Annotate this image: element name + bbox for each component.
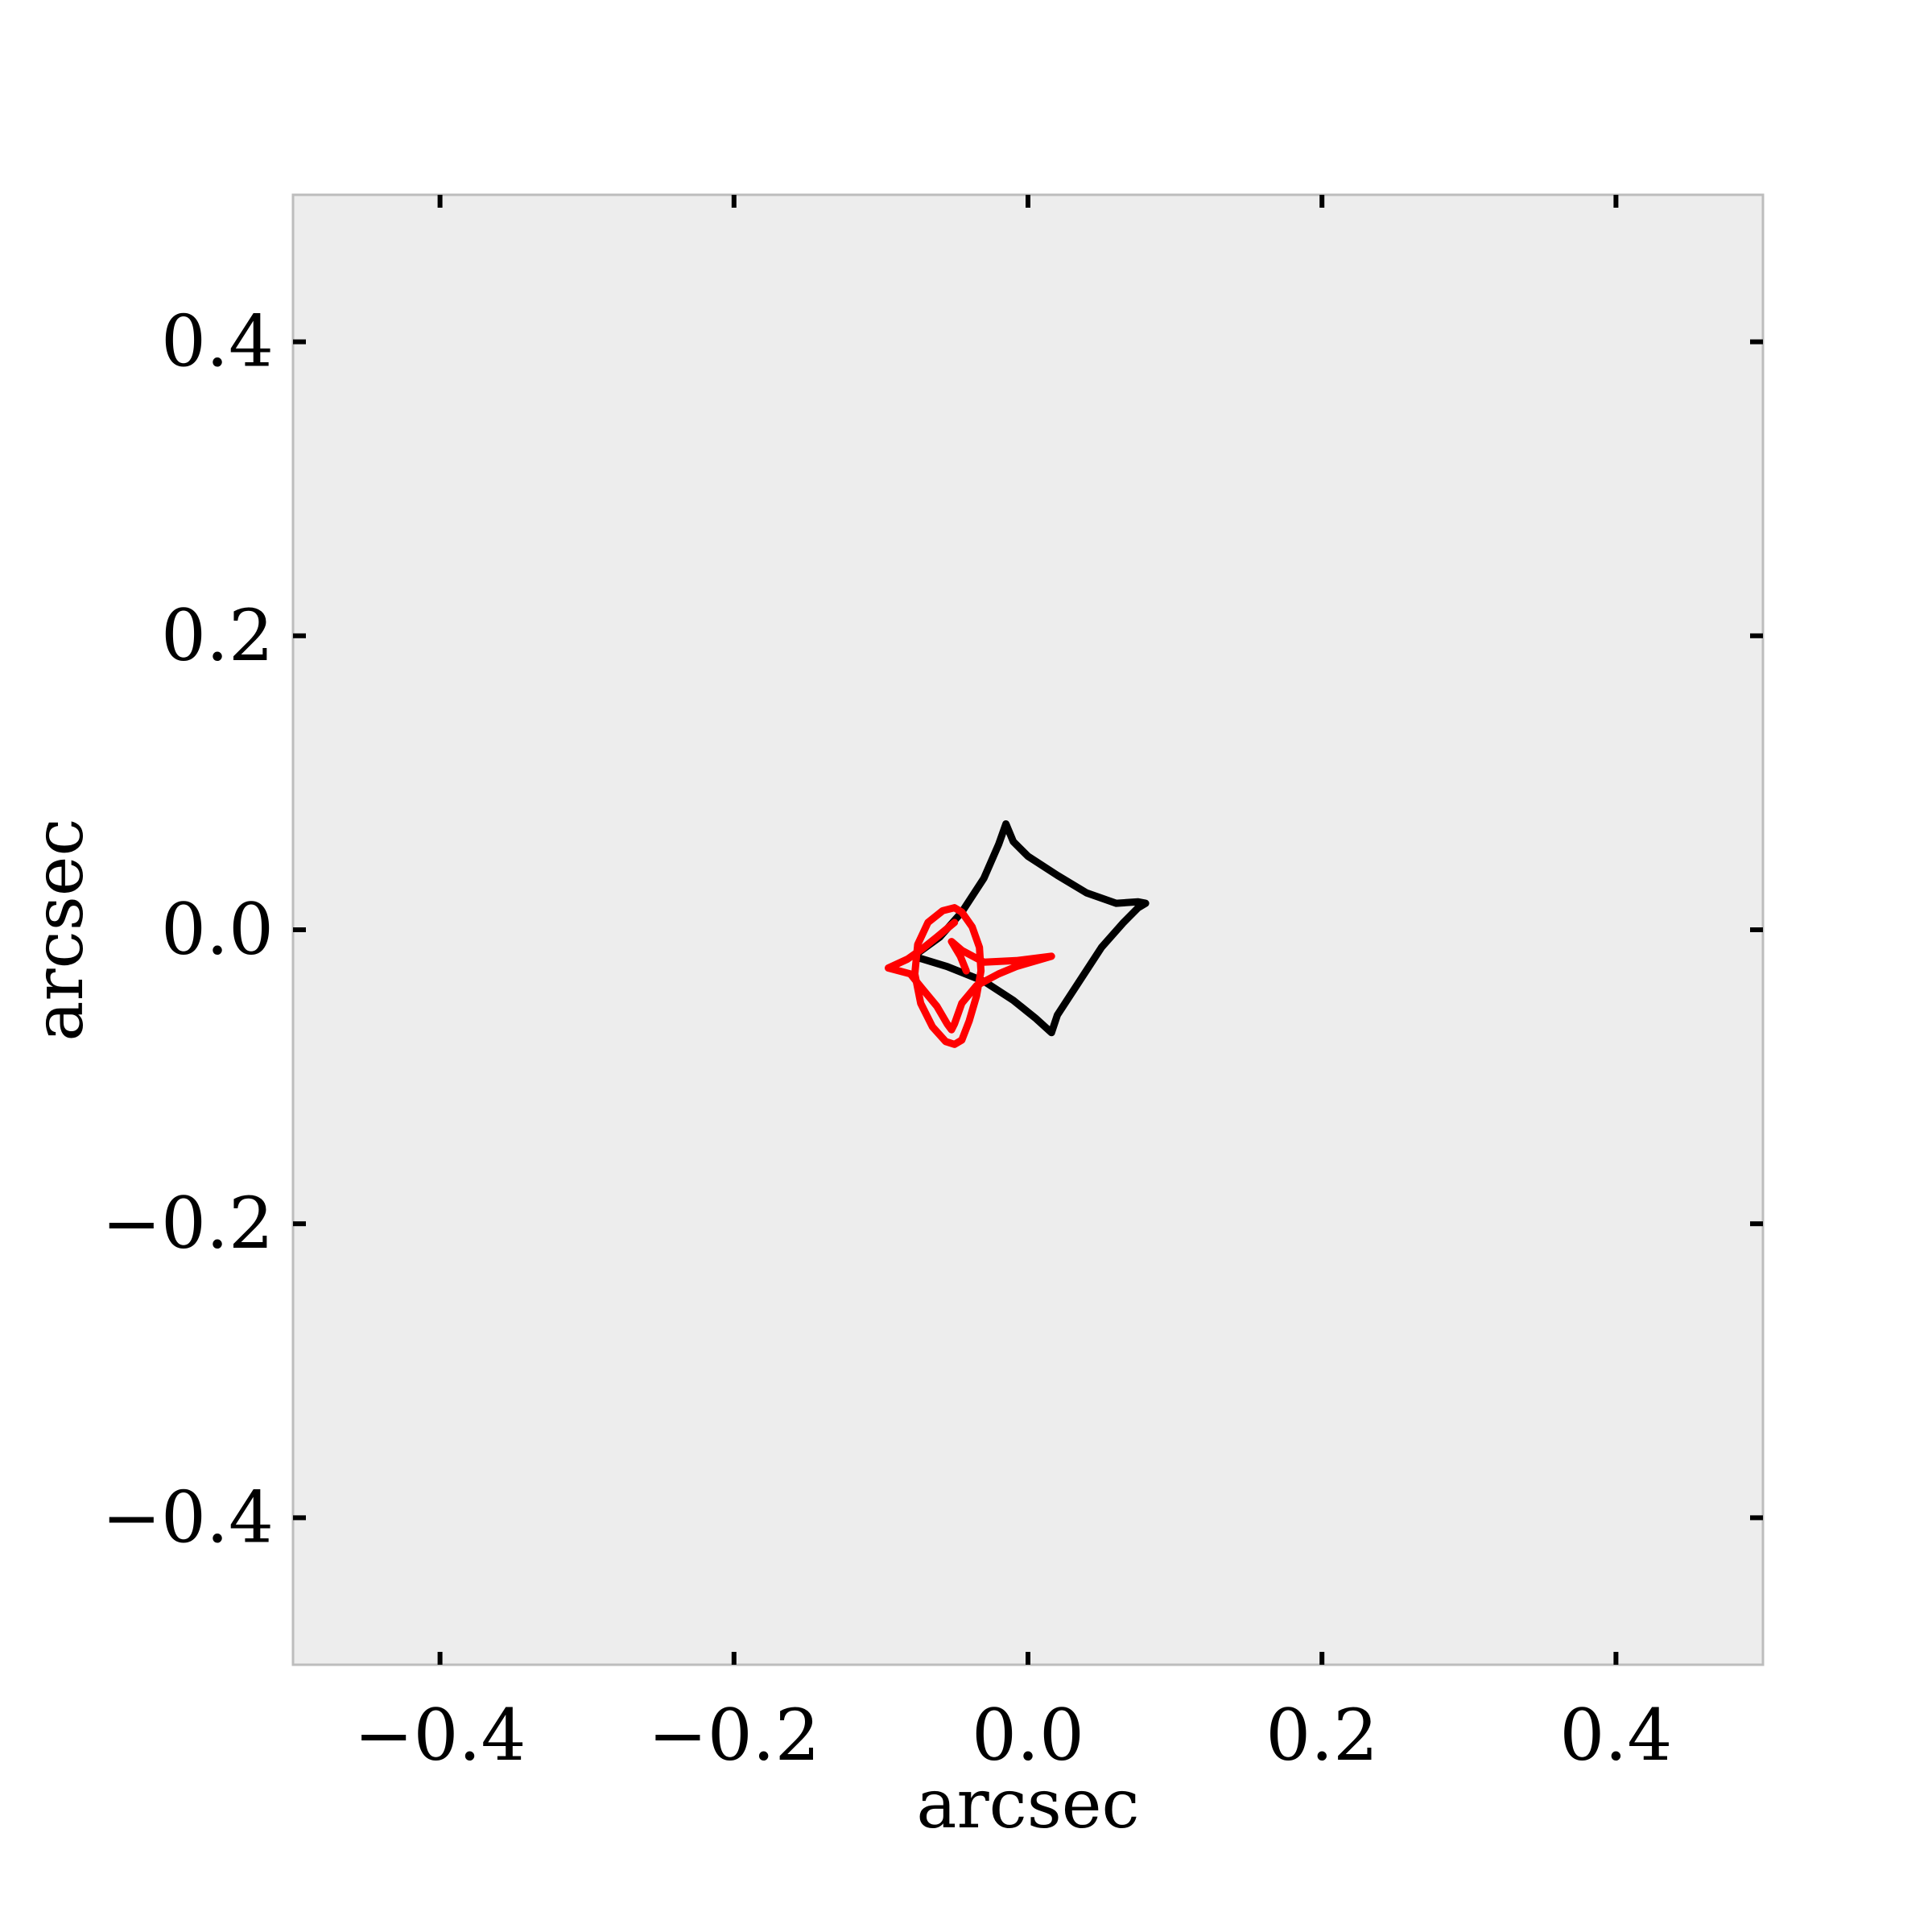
x-tick-label: 0.0 <box>972 1694 1084 1777</box>
y-tick-label: −0.4 <box>101 1476 274 1558</box>
y-tick-label: −0.2 <box>101 1182 274 1265</box>
x-tick-label: −0.2 <box>648 1694 820 1777</box>
critical-curve-red-2 <box>910 904 985 1048</box>
critical-curve-red-1 <box>885 919 1055 1034</box>
y-tick-label: 0.0 <box>161 888 274 971</box>
y-axis-label: arcsec <box>19 818 98 1041</box>
x-axis-label: arcsec <box>916 1765 1139 1843</box>
y-tick-label: 0.4 <box>161 300 274 383</box>
tick-labels: −0.4 −0.2 0.0 0.2 0.4 −0.4 −0.2 0.0 0.2 0.4 <box>101 300 1672 1777</box>
series-layer <box>885 820 1150 1048</box>
plot-area <box>291 193 1765 1666</box>
x-tick-label: 0.2 <box>1265 1694 1378 1777</box>
x-tick-label: 0.4 <box>1559 1694 1672 1777</box>
y-tick-label: 0.2 <box>161 594 274 677</box>
tick-marks <box>293 195 1763 1665</box>
x-tick-label: −0.4 <box>354 1694 526 1777</box>
